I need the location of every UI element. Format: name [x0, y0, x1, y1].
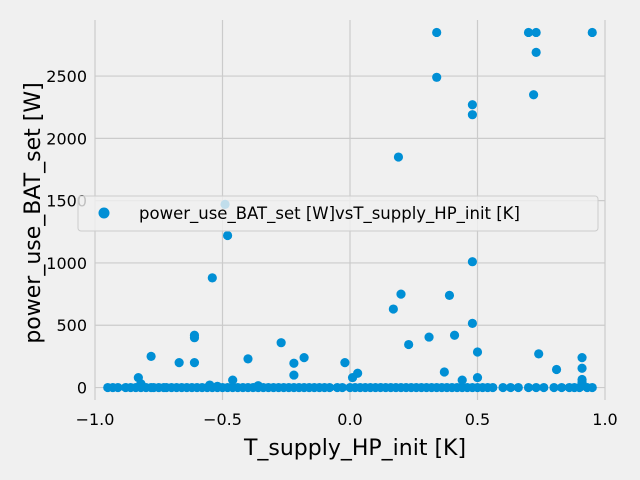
- data-point: [340, 358, 350, 368]
- data-point: [253, 381, 263, 391]
- data-point: [136, 379, 146, 389]
- y-tick-label: 1500: [46, 192, 87, 211]
- legend-label: power_use_BAT_set [W]vsT_supply_HP_init …: [139, 204, 520, 224]
- y-tick-label: 2000: [46, 129, 87, 148]
- legend-marker: [98, 207, 110, 219]
- data-point: [531, 382, 541, 393]
- data-point: [449, 330, 460, 340]
- data-point: [388, 304, 398, 314]
- y-tick-labels: 0 500 1000 1500 2000 2500: [46, 67, 87, 397]
- data-point: [289, 370, 299, 380]
- data-point: [174, 358, 184, 368]
- data-point: [337, 382, 347, 393]
- x-tick-label: −1.0: [76, 410, 115, 429]
- y-axis-title: power_use_BAT_set [W]: [21, 82, 46, 343]
- data-point: [444, 290, 455, 300]
- x-axis-title: T_supply_HP_init [K]: [243, 436, 466, 461]
- data-point: [276, 338, 286, 348]
- data-point: [228, 375, 238, 385]
- data-point: [223, 230, 233, 241]
- data-point: [424, 332, 434, 342]
- y-tick-label: 0: [77, 379, 87, 398]
- data-point: [587, 382, 597, 393]
- data-point: [113, 382, 123, 393]
- data-point: [506, 382, 516, 393]
- data-point: [205, 380, 215, 390]
- data-point: [523, 27, 534, 38]
- data-point: [432, 27, 442, 38]
- data-point: [529, 90, 539, 100]
- data-point: [243, 354, 253, 364]
- data-point: [531, 27, 541, 38]
- data-point: [539, 382, 549, 393]
- data-point: [587, 27, 597, 38]
- x-tick-labels: −1.0 −0.5 0.0 0.5 1.0: [76, 410, 618, 429]
- data-point: [534, 349, 544, 359]
- legend: power_use_BAT_set [W]vsT_supply_HP_init …: [77, 195, 599, 232]
- data-point: [189, 358, 200, 368]
- data-point: [467, 318, 477, 328]
- y-tick-label: 2500: [46, 67, 87, 86]
- data-point: [146, 351, 156, 361]
- data-point: [467, 100, 477, 110]
- data-point: [488, 382, 498, 393]
- legend-box: [77, 195, 599, 232]
- data-point: [531, 47, 541, 57]
- data-point: [577, 377, 587, 388]
- data-point: [498, 382, 508, 393]
- y-tick-label: 500: [56, 316, 87, 335]
- data-point: [393, 152, 404, 162]
- data-point: [396, 289, 406, 299]
- data-point: [472, 347, 483, 357]
- data-point: [325, 382, 335, 393]
- data-point: [577, 353, 587, 363]
- data-point: [557, 382, 567, 393]
- x-tick-label: 0.5: [465, 410, 490, 429]
- data-point: [404, 339, 414, 350]
- data-points: [103, 27, 597, 393]
- x-tick-label: −0.5: [203, 410, 242, 429]
- x-tick-label: 1.0: [592, 410, 617, 429]
- data-point: [212, 381, 222, 391]
- data-point: [439, 367, 449, 377]
- data-point: [577, 363, 587, 373]
- x-tick-label: 0.0: [337, 410, 362, 429]
- data-point: [467, 257, 477, 267]
- data-point: [549, 382, 559, 393]
- data-point: [189, 333, 200, 343]
- data-point: [467, 110, 477, 120]
- data-point: [523, 382, 534, 393]
- data-point: [353, 368, 363, 378]
- data-point: [472, 372, 483, 383]
- data-point: [513, 382, 523, 393]
- data-point: [432, 72, 442, 82]
- data-point: [289, 358, 299, 368]
- data-point: [299, 353, 309, 363]
- y-tick-label: 1000: [46, 254, 87, 273]
- data-point: [207, 273, 217, 283]
- data-point: [551, 364, 562, 375]
- data-point: [457, 375, 467, 385]
